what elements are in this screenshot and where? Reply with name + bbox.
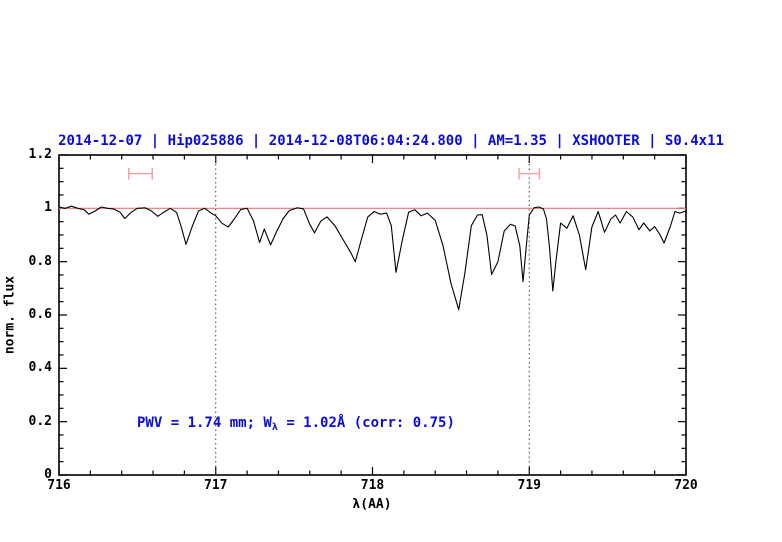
pwv-annotation: PWV = 1.74 mm; Wλ = 1.02Å (corr: 0.75) <box>137 415 455 433</box>
y-tick-label: 0.6 <box>28 307 52 322</box>
y-tick-label: 0.4 <box>28 360 52 376</box>
x-tick-label: 720 <box>674 478 698 493</box>
pwv-annotation-post: = 1.02Å (corr: 0.75) <box>277 415 455 431</box>
x-tick-label: 717 <box>204 478 228 493</box>
y-tick-label: 0 <box>44 467 52 482</box>
pwv-annotation-pre: PWV = 1.74 mm; W <box>137 415 272 431</box>
x-tick-label: 718 <box>360 478 385 493</box>
x-axis-label: λ(AA) <box>352 497 392 512</box>
plot-title: 2014-12-07 | Hip025886 | 2014-12-08T06:0… <box>58 133 724 149</box>
y-tick-label: 0.8 <box>28 253 52 269</box>
pwv-annotation-sub: λ <box>271 422 278 433</box>
x-tick-label: 716 <box>47 478 71 493</box>
y-tick-label: 1 <box>44 200 52 216</box>
telluric-spectrum-curve <box>58 205 687 311</box>
y-tick-label: 0.2 <box>28 413 52 429</box>
y-tick-label: 1.2 <box>28 147 52 162</box>
x-tick-label: 719 <box>517 478 541 493</box>
